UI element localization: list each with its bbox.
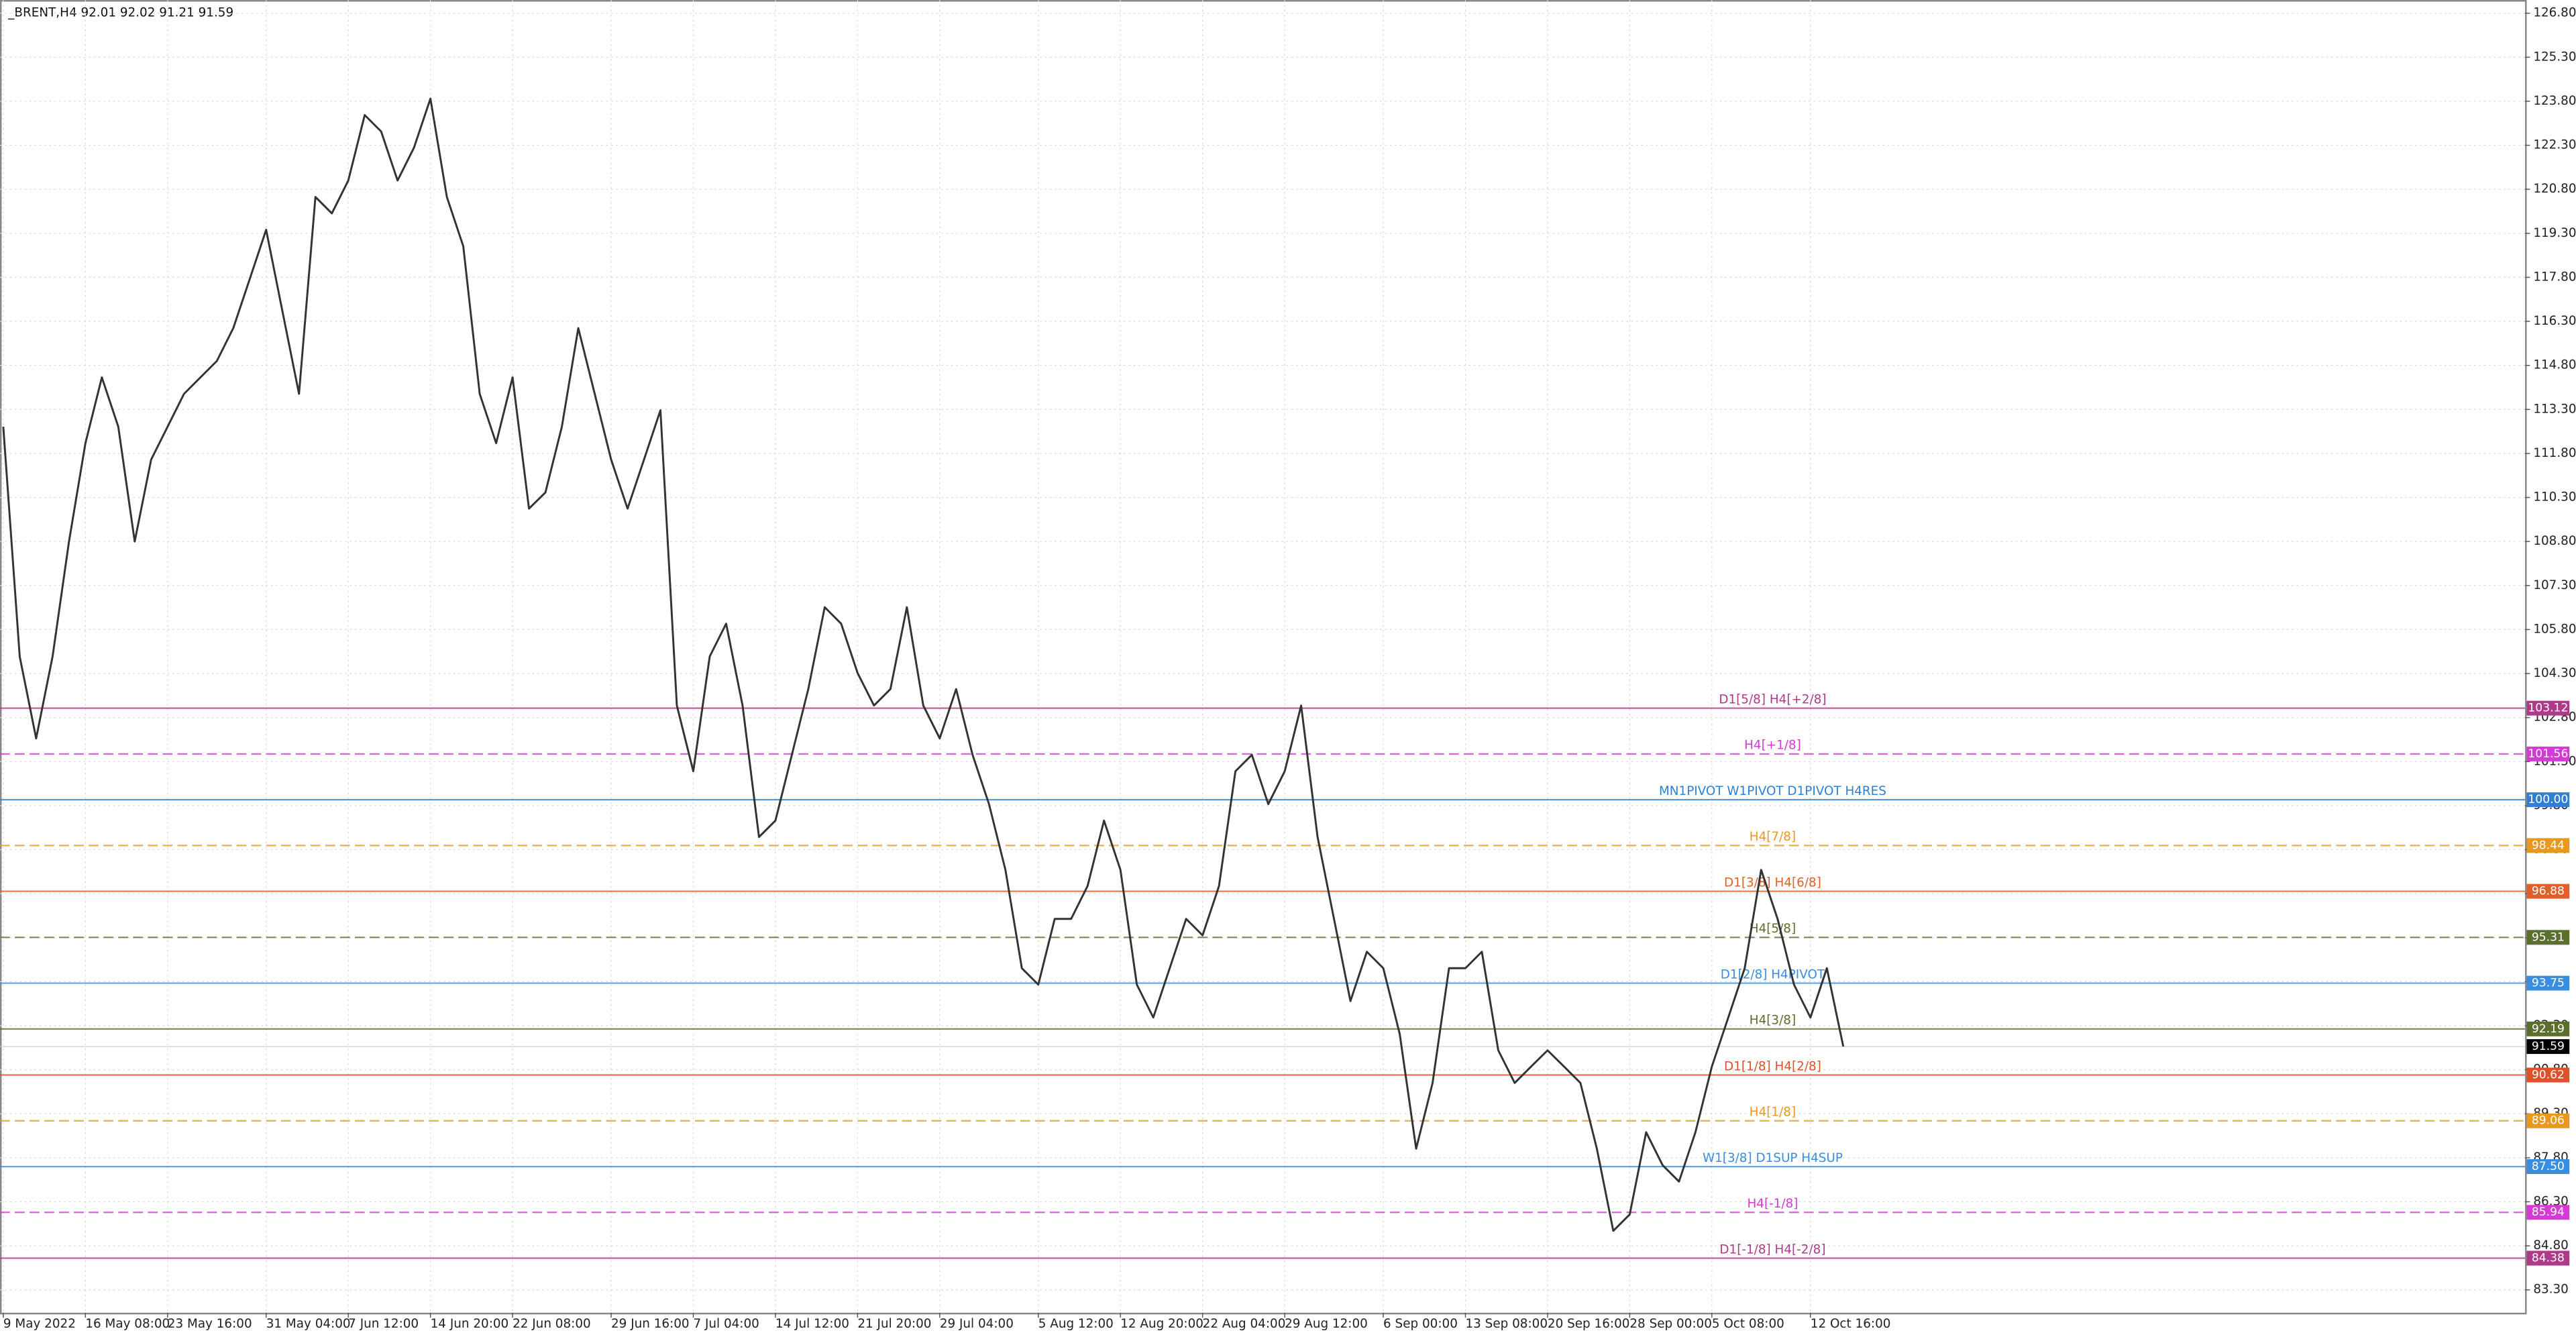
- level-label: D1[1/8] H4[2/8]: [1724, 1059, 1821, 1073]
- y-tick-label: 123.80: [2533, 94, 2576, 108]
- x-tick-label: 7 Jun 12:00: [348, 1317, 419, 1331]
- x-tick-label: 29 Jun 16:00: [611, 1317, 690, 1331]
- price-tag: [2526, 838, 2570, 853]
- symbol-header: _BRENT,H4 92.01 92.02 91.21 91.59: [7, 6, 233, 20]
- price-tag-label: 103.12: [2528, 702, 2568, 715]
- x-tick-label: 12 Aug 20:00: [1120, 1317, 1203, 1331]
- price-tag: [2526, 746, 2570, 761]
- y-tick-label: 120.80: [2533, 182, 2576, 196]
- y-tick-label: 117.80: [2533, 270, 2576, 284]
- y-tick-label: 104.30: [2533, 666, 2576, 680]
- price-tag-label: 95.31: [2532, 930, 2565, 944]
- x-tick-label: 9 May 2022: [3, 1317, 76, 1331]
- x-tick-label: 20 Sep 16:00: [1548, 1317, 1630, 1331]
- price-tag: [2526, 1205, 2570, 1220]
- plot-frame: [0, 0, 2527, 1315]
- y-tick-label: 83.30: [2533, 1283, 2569, 1297]
- price-tag-label: 87.50: [2532, 1160, 2565, 1173]
- last-price-tag: [2526, 1039, 2570, 1055]
- price-tag: [2526, 930, 2570, 945]
- level-label: H4[-1/8]: [1747, 1197, 1798, 1211]
- y-tick-label: 114.80: [2533, 358, 2576, 372]
- level-label: D1[5/8] H4[+2/8]: [1719, 692, 1826, 706]
- x-tick-label: 22 Jun 08:00: [513, 1317, 591, 1331]
- price-tag-label: 96.88: [2532, 885, 2565, 898]
- x-tick-label: 7 Jul 04:00: [693, 1317, 759, 1331]
- level-label: H4[1/8]: [1750, 1106, 1796, 1120]
- y-tick-label: 119.30: [2533, 226, 2576, 240]
- y-tick-label: 110.30: [2533, 490, 2576, 504]
- x-tick-label: 14 Jun 20:00: [431, 1317, 509, 1331]
- price-tag-label: 92.19: [2532, 1022, 2565, 1036]
- y-tick-label: 84.80: [2533, 1238, 2569, 1252]
- level-label: W1[3/8] D1SUP H4SUP: [1703, 1151, 1843, 1165]
- level-label: H4[5/8]: [1750, 922, 1796, 936]
- price-tag-label: 93.75: [2532, 977, 2565, 990]
- price-tag: [2526, 883, 2570, 899]
- x-tick-label: 5 Aug 12:00: [1038, 1317, 1114, 1331]
- y-tick-label: 105.80: [2533, 622, 2576, 636]
- x-tick-label: 29 Jul 04:00: [940, 1317, 1014, 1331]
- level-label: D1[3/8] H4[6/8]: [1724, 875, 1821, 890]
- level-label: H4[7/8]: [1750, 830, 1796, 844]
- x-tick-label: 31 May 04:00: [266, 1317, 351, 1331]
- price-tag: [2526, 975, 2570, 991]
- x-tick-label: 23 May 16:00: [168, 1317, 252, 1331]
- y-tick-label: 108.80: [2533, 534, 2576, 548]
- x-tick-label: 21 Jul 20:00: [857, 1317, 931, 1331]
- x-tick-label: 22 Aug 04:00: [1203, 1317, 1286, 1331]
- price-tag-label: 98.44: [2532, 839, 2565, 852]
- y-tick-label: 125.30: [2533, 50, 2576, 64]
- last-price-label: 91.59: [2532, 1040, 2565, 1053]
- level-label: H4[+1/8]: [1744, 739, 1801, 753]
- level-label: H4[3/8]: [1750, 1014, 1796, 1028]
- price-line: [2, 97, 1845, 1232]
- y-tick-label: 122.30: [2533, 138, 2576, 152]
- x-tick-label: 14 Jul 12:00: [775, 1317, 849, 1331]
- y-tick-label: 107.30: [2533, 578, 2576, 592]
- x-tick-label: 16 May 08:00: [85, 1317, 170, 1331]
- price-tag: [2526, 1250, 2570, 1266]
- level-label: D1[-1/8] H4[-2/8]: [1719, 1242, 1825, 1256]
- x-tick-label: 13 Sep 08:00: [1465, 1317, 1548, 1331]
- price-tag: [2526, 1067, 2570, 1083]
- price-tag: [2526, 1021, 2570, 1036]
- price-tag-label: 100.00: [2528, 793, 2568, 806]
- price-tag-label: 101.56: [2528, 747, 2568, 761]
- price-tag-label: 90.62: [2532, 1069, 2565, 1082]
- x-tick-label: 12 Oct 16:00: [1811, 1317, 1891, 1331]
- level-label: MN1PIVOT W1PIVOT D1PIVOT H4RES: [1659, 784, 1886, 798]
- y-tick-label: 113.30: [2533, 402, 2576, 416]
- price-tag: [2526, 792, 2570, 808]
- price-tag: [2526, 1113, 2570, 1128]
- price-tag: [2526, 1159, 2570, 1175]
- y-tick-label: 116.30: [2533, 314, 2576, 328]
- price-tag-label: 89.06: [2532, 1114, 2565, 1128]
- price-tag-label: 85.94: [2532, 1206, 2565, 1219]
- level-label: D1[2/8] H4PIVOT: [1721, 967, 1825, 981]
- y-tick-label: 126.80: [2533, 6, 2576, 20]
- price-tag: [2526, 700, 2570, 716]
- price-tag-label: 84.38: [2532, 1251, 2565, 1265]
- x-tick-label: 6 Sep 00:00: [1383, 1317, 1458, 1331]
- x-tick-label: 28 Sep 00:00: [1629, 1317, 1712, 1331]
- y-tick-label: 111.80: [2533, 446, 2576, 460]
- x-tick-label: 29 Aug 12:00: [1285, 1317, 1368, 1331]
- x-tick-label: 5 Oct 08:00: [1712, 1317, 1784, 1331]
